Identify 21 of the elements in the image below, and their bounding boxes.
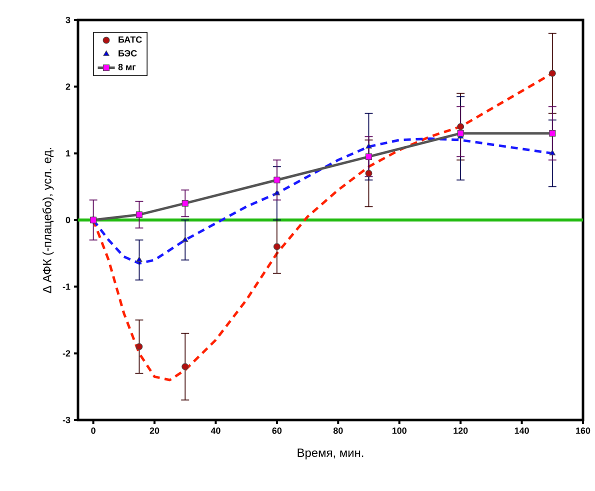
x-tick-label: 0 xyxy=(91,428,96,434)
y-axis-title: ∆ АФК (-плацебо), усл. ед. xyxy=(42,148,54,294)
x-tick-label: 80 xyxy=(333,428,343,434)
y-tick-label: -1 xyxy=(62,284,70,290)
legend-label: БАТС xyxy=(118,36,142,43)
y-tick-label: 0 xyxy=(66,216,70,224)
y-tick-label: 1 xyxy=(66,150,70,156)
x-tick-label: 160 xyxy=(576,428,590,434)
x-tick-label: 40 xyxy=(210,428,220,434)
x-tick-label: 120 xyxy=(454,428,468,434)
x-axis-title: Время, мин. xyxy=(298,448,364,460)
x-tick-label: 20 xyxy=(150,428,160,434)
y-tick-label: -2 xyxy=(62,350,70,356)
y-tick-label: 3 xyxy=(66,16,70,24)
y-tick-label: -3 xyxy=(62,416,70,424)
y-tick-label: 2 xyxy=(66,84,70,90)
x-tick-label: 60 xyxy=(272,428,282,434)
x-tick-label: 100 xyxy=(392,428,406,434)
x-tick-label: 140 xyxy=(514,428,529,434)
legend-label: 8 мг xyxy=(118,64,136,70)
legend-label: БЭС xyxy=(118,50,137,56)
